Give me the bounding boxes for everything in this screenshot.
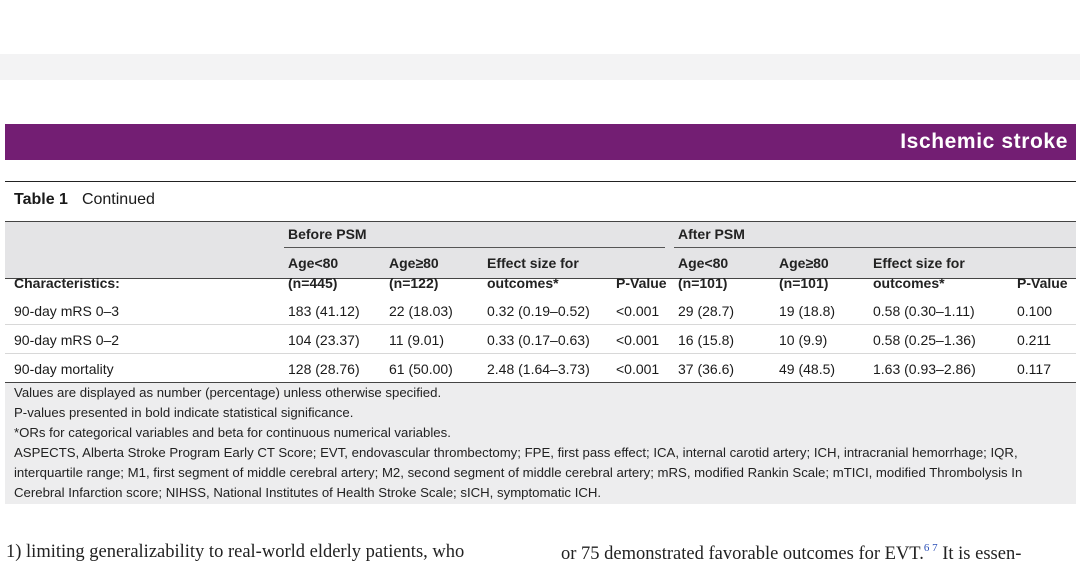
table-cell: 29 (28.7) (678, 303, 735, 319)
table-cell: <0.001 (616, 332, 660, 348)
header-cell: (n=101) (678, 275, 728, 291)
body-text-right-a: or 75 demonstrated favorable outcomes fo… (561, 544, 924, 564)
table-cell: 128 (28.76) (288, 361, 360, 377)
table-cell: 0.58 (0.25–1.36) (873, 332, 976, 348)
footnote: Values are displayed as number (percenta… (14, 385, 442, 400)
table-cell: 0.211 (1017, 332, 1051, 348)
table-cell: 2.48 (1.64–3.73) (487, 361, 590, 377)
results-table: Table 1 Continued Before PSM After PSM Ch… (5, 181, 1076, 504)
table-caption-label: Table 1 (14, 191, 68, 208)
header-cell: (n=445) (288, 275, 338, 291)
body-text-left: 1) limiting generalizability to real-wor… (6, 542, 465, 562)
group-before-psm: Before PSM (288, 226, 367, 242)
table-footnotes (5, 382, 1076, 504)
header-cell: Age<80 (678, 255, 729, 271)
table-top-rule (5, 181, 1076, 182)
body-text-right: or 75 demonstrated favorable outcomes fo… (561, 542, 1021, 565)
table-cell: 49 (48.5) (779, 361, 836, 377)
table-cell: 1.63 (0.93–2.86) (873, 361, 976, 377)
table-cell: 61 (50.00) (389, 361, 453, 377)
row-label: 90-day mRS 0–2 (14, 332, 120, 348)
table-cell: 16 (15.8) (678, 332, 735, 348)
body-text-right-b: It is essen- (937, 544, 1022, 564)
citation-link[interactable]: 6 7 (923, 542, 938, 554)
footnote: interquartile range; M1, first segment o… (14, 465, 1023, 480)
header-cell: P-Value (1017, 275, 1068, 291)
header-cell: P-Value (616, 275, 667, 291)
table-cell: 10 (9.9) (779, 332, 828, 348)
table-cell: <0.001 (616, 303, 660, 319)
header-cell: Age≥80 (389, 255, 439, 271)
section-title: Ischemic stroke (900, 130, 1068, 153)
table-header (5, 221, 1076, 279)
footnote: P-values presented in bold indicate stat… (14, 405, 354, 420)
table-cell: 0.58 (0.30–1.11) (873, 303, 975, 319)
row-divider (5, 324, 1076, 325)
footnote: Cerebral Infarction score; NIHSS, Nation… (14, 485, 602, 500)
header-characteristics: Characteristics: (14, 275, 120, 291)
table-cell: 37 (36.6) (678, 361, 735, 377)
row-label: 90-day mortality (14, 361, 114, 377)
table-cell: 183 (41.12) (288, 303, 360, 319)
table-cell: 19 (18.8) (779, 303, 836, 319)
header-cell: outcomes* (487, 275, 559, 291)
table-caption: Table 1 Continued (14, 191, 155, 209)
header-cell: (n=101) (779, 275, 829, 291)
table-cell: 22 (18.03) (389, 303, 453, 319)
header-cell: Age<80 (288, 255, 339, 271)
table-cell: 0.33 (0.17–0.63) (487, 332, 590, 348)
table-cell: 0.32 (0.19–0.52) (487, 303, 590, 319)
table-cell: 0.117 (1017, 361, 1051, 377)
table-cell: 11 (9.01) (389, 332, 444, 348)
header-cell: Age≥80 (779, 255, 829, 271)
top-strip (0, 54, 1080, 80)
group-after-psm: After PSM (678, 226, 745, 242)
row-divider (5, 353, 1076, 354)
header-cell: Effect size for (873, 255, 965, 271)
table-cell: 104 (23.37) (288, 332, 360, 348)
table-cell: 0.100 (1017, 303, 1053, 319)
table-caption-text: Continued (81, 191, 155, 208)
footnote: *ORs for categorical variables and beta … (14, 425, 451, 440)
row-label: 90-day mRS 0–3 (14, 303, 120, 319)
section-header-band: Ischemic stroke (5, 124, 1076, 160)
header-cell: Effect size for (487, 255, 579, 271)
table-cell: <0.001 (616, 361, 660, 377)
group-after-rule (674, 247, 1076, 248)
footnote: ASPECTS, Alberta Stroke Program Early CT… (14, 445, 1018, 460)
header-cell: outcomes* (873, 275, 945, 291)
group-before-rule (284, 247, 665, 248)
header-cell: (n=122) (389, 275, 439, 291)
